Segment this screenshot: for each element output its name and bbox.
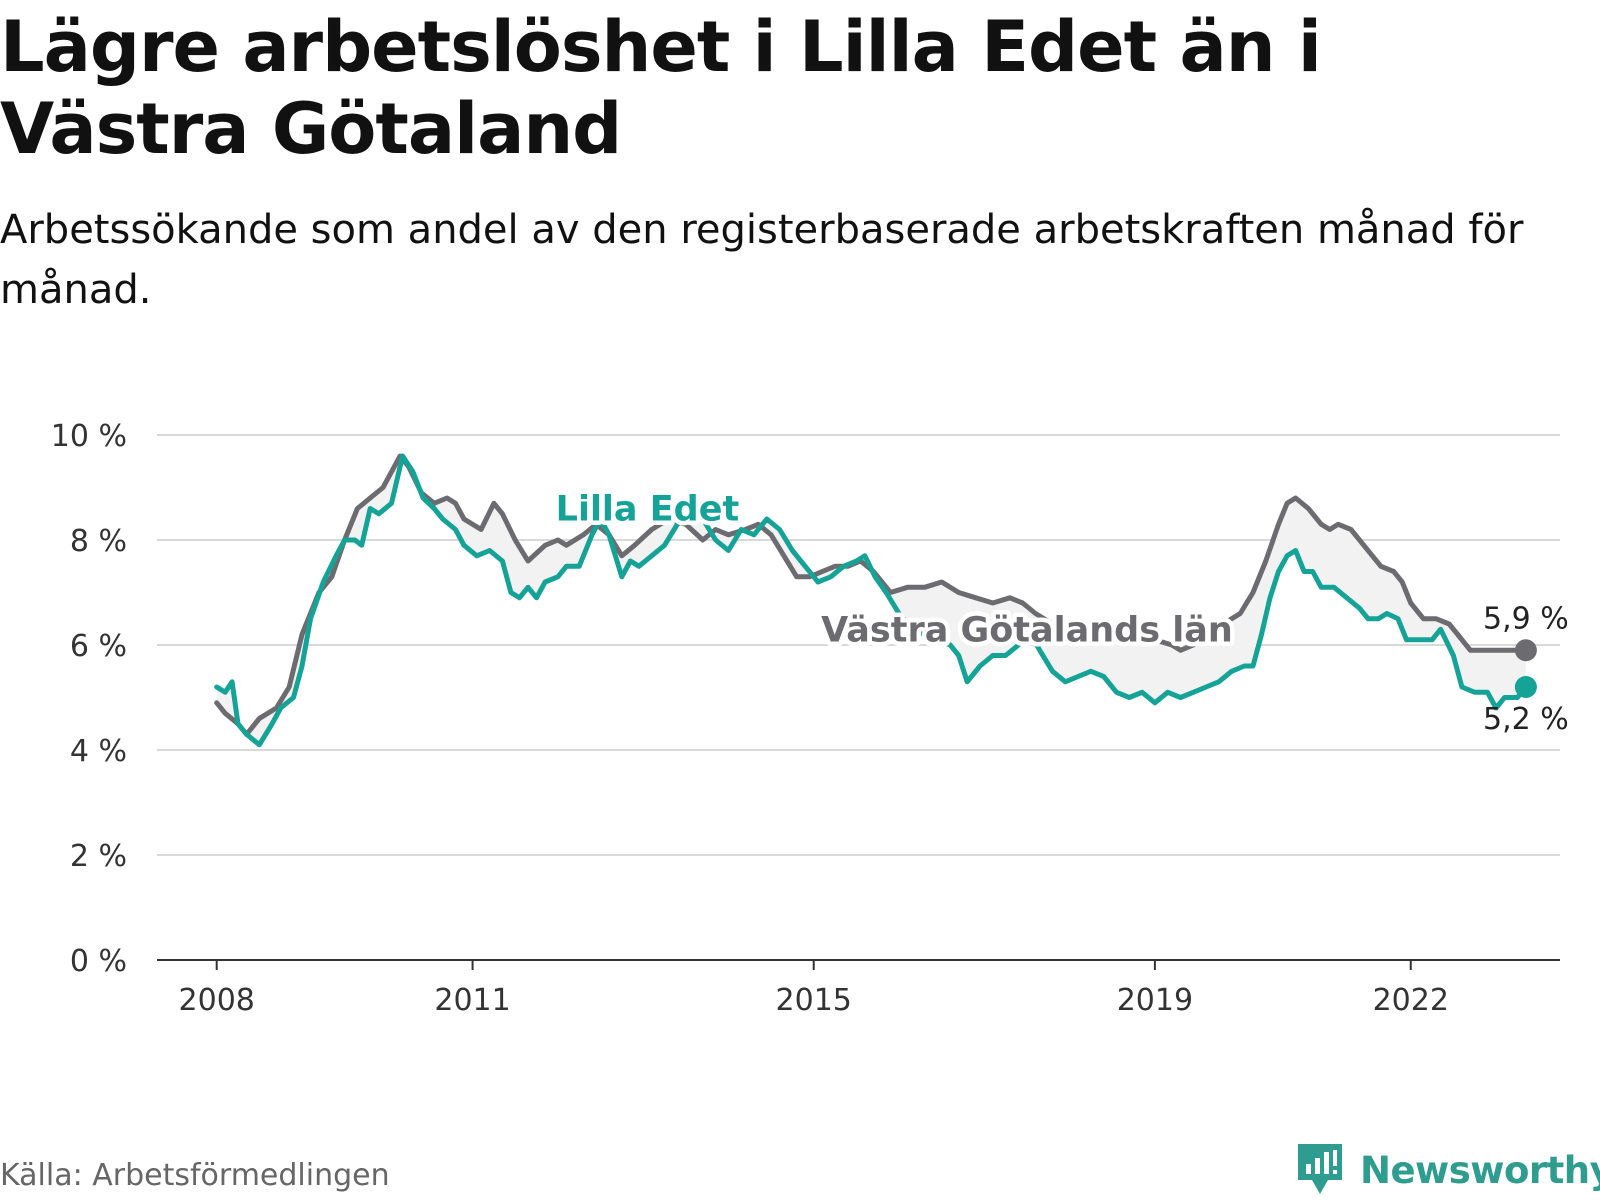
chart-subtitle: Arbetssökande som andel av den registerb… [0, 207, 1524, 313]
series-line-lilla-edet [214, 453, 1529, 748]
x-tick-label: 2011 [434, 983, 510, 1018]
x-tick-label: 2022 [1373, 983, 1449, 1018]
y-tick-label: 2 % [70, 839, 127, 874]
gridlines [157, 434, 1560, 856]
end-point-vastra-gotaland [1514, 639, 1537, 662]
x-axis: 2008 2011 2015 2019 2022 [179, 960, 1449, 1018]
y-tick-label: 8 % [70, 524, 127, 559]
end-label-vastra-gotaland: 5,9 % [1483, 601, 1569, 636]
x-tick-label: 2015 [776, 983, 852, 1018]
series-label-vastra-gotaland: Västra Götalands län [821, 610, 1233, 650]
difference-band [216, 456, 1526, 745]
series-label-lilla-edet: Lilla Edet [556, 490, 740, 530]
brand-name: Newsworthy [1360, 1148, 1600, 1192]
y-tick-label: 0 % [70, 944, 127, 979]
brand-logo: Newsworthy [1294, 1140, 1600, 1200]
y-tick-label: 6 % [70, 629, 127, 664]
y-axis: 0 % 2 % 4 % 6 % 8 % 10 % [51, 419, 127, 979]
chart-title: Lägre arbetslöshet i Lilla Edet än i Väs… [0, 6, 1322, 170]
series-line-vastra-gotaland [214, 453, 1529, 737]
y-tick-label: 4 % [70, 734, 127, 769]
y-tick-label: 10 % [51, 419, 127, 454]
x-tick-label: 2019 [1117, 983, 1193, 1018]
source-note: Källa: Arbetsförmedlingen [0, 1158, 390, 1193]
x-tick-label: 2008 [179, 983, 255, 1018]
end-label-lilla-edet: 5,2 % [1483, 702, 1569, 737]
end-point-lilla-edet [1514, 676, 1537, 698]
newsworthy-logo-icon [1298, 1144, 1342, 1194]
